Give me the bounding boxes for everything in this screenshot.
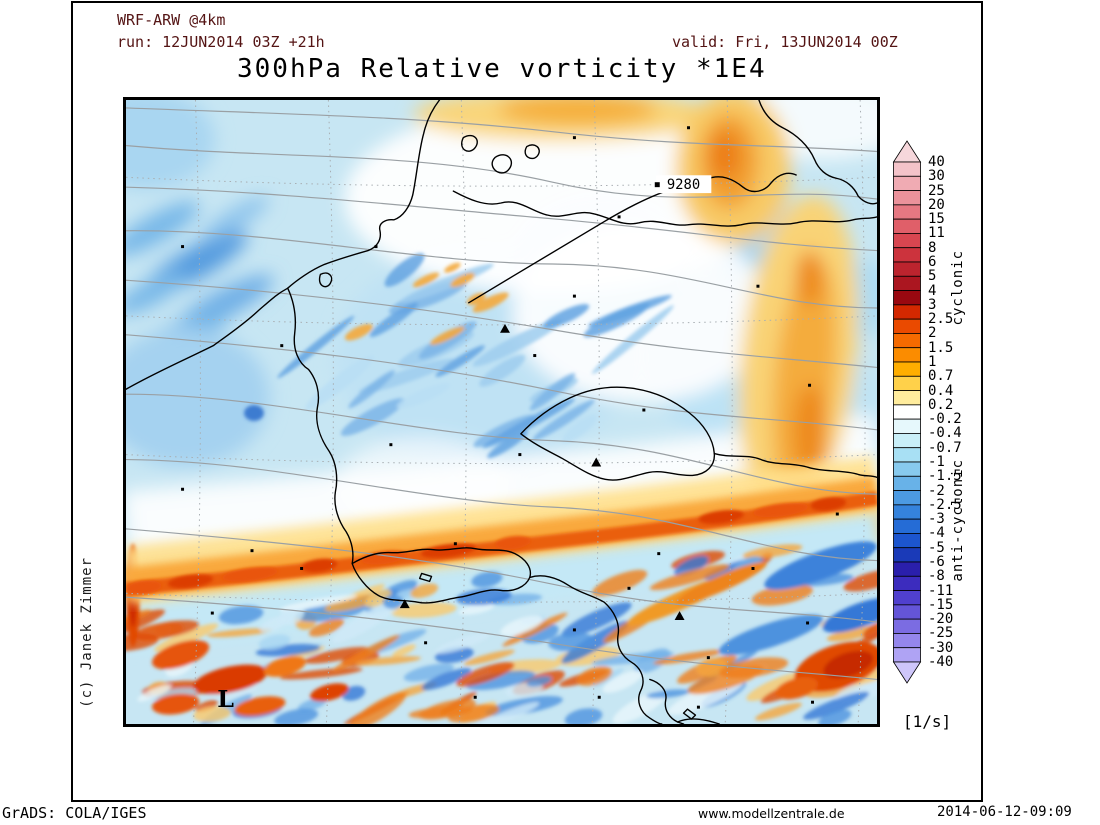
colorbar: [892, 140, 922, 684]
chart-title: 300hPa Relative vorticity *1E4: [237, 54, 767, 84]
colorbar-cell: [893, 504, 921, 520]
colorbar-cell: [893, 318, 921, 334]
colorbar-cell: [893, 490, 921, 506]
credit-label: (c) Janek Zimmer: [79, 557, 95, 708]
timestamp-label: 2014-06-12-09:09: [937, 804, 1072, 820]
colorbar-cell: [893, 261, 921, 277]
grads-credit: GrADS: COLA/IGES: [2, 804, 147, 822]
low-center-marker: L: [217, 685, 234, 713]
colorbar-cell: [893, 561, 921, 577]
colorbar-cell: [893, 647, 921, 663]
colorbar-cell: [893, 604, 921, 620]
colorbar-cell: [893, 547, 921, 563]
wave-streaks: [277, 253, 674, 459]
colorbar-cell: [893, 333, 921, 349]
colorbar-cell: [893, 347, 921, 363]
valid-time: valid: Fri, 13JUN2014 00Z: [672, 33, 898, 51]
colorbar-cell: [893, 161, 921, 177]
colorbar-cell: [893, 418, 921, 434]
colorbar-cell: [893, 633, 921, 649]
colorbar-cell: [893, 233, 921, 249]
colorbar-cell: [893, 304, 921, 320]
jet-streak: [126, 455, 877, 604]
colorbar-cell: [893, 447, 921, 463]
colorbar-cell: [893, 375, 921, 391]
colorbar-cell: [893, 518, 921, 534]
colorbar-top-arrow: [892, 140, 922, 163]
colorbar-cell: [893, 475, 921, 491]
run-info: run: 12JUN2014 03Z +21h: [117, 33, 325, 51]
height-contours: [126, 107, 877, 681]
plot-frame: [71, 1, 983, 802]
map-area: 9280 L: [123, 97, 880, 727]
colorbar-cell: [893, 575, 921, 591]
station-dots: [181, 126, 839, 709]
colorbar-cell: [893, 204, 921, 220]
vorticity-field: 9280 L: [126, 100, 877, 724]
colorbar-cell: [893, 290, 921, 306]
turbulent-field: [126, 405, 877, 724]
colorbar-cell: [893, 175, 921, 191]
colorbar-cell: [893, 361, 921, 377]
colorbar-cell: [893, 218, 921, 234]
colorbar-cell: [893, 433, 921, 449]
height-contour-9280: 9280: [467, 172, 797, 304]
unit-label: [1/s]: [903, 712, 952, 731]
graticule: [126, 100, 877, 724]
colorbar-cell: [893, 190, 921, 206]
peak-markers: [399, 323, 685, 620]
colorbar-cells: [893, 161, 921, 663]
model-name: WRF-ARW @4km: [117, 11, 226, 29]
colorbar-cell: [893, 618, 921, 634]
contour-label-bg: [655, 175, 712, 194]
colorbar-cell: [893, 404, 921, 420]
colorbar-cell: [893, 590, 921, 606]
contour-label: 9280: [667, 177, 700, 193]
website-label: www.modellzentrale.de: [698, 806, 845, 821]
anticyclonic-axis-label: anti-cyclonic: [950, 459, 966, 582]
colorbar-cell: [893, 247, 921, 263]
colorbar-cell: [893, 461, 921, 477]
colorbar-cell: [893, 275, 921, 291]
colorbar-cell: [893, 533, 921, 549]
cyclonic-axis-label: cyclonic: [950, 250, 966, 326]
colorbar-cell: [893, 390, 921, 406]
colorbar-bottom-arrow: [892, 661, 922, 684]
below-jet-band: [126, 502, 877, 654]
